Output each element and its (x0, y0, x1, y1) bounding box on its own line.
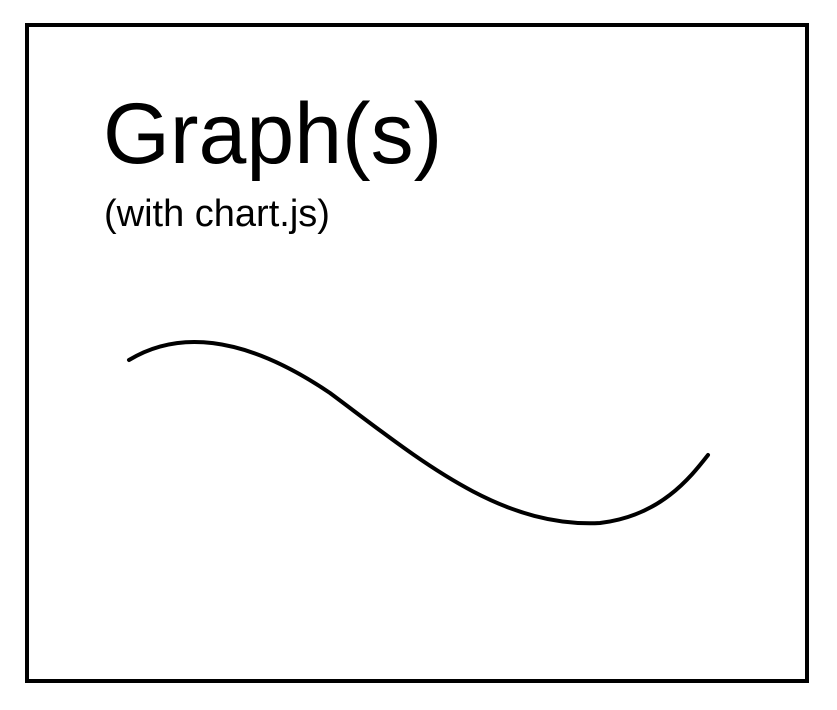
card-subtitle: (with chart.js) (104, 193, 330, 235)
card-title: Graph(s) (103, 86, 443, 182)
